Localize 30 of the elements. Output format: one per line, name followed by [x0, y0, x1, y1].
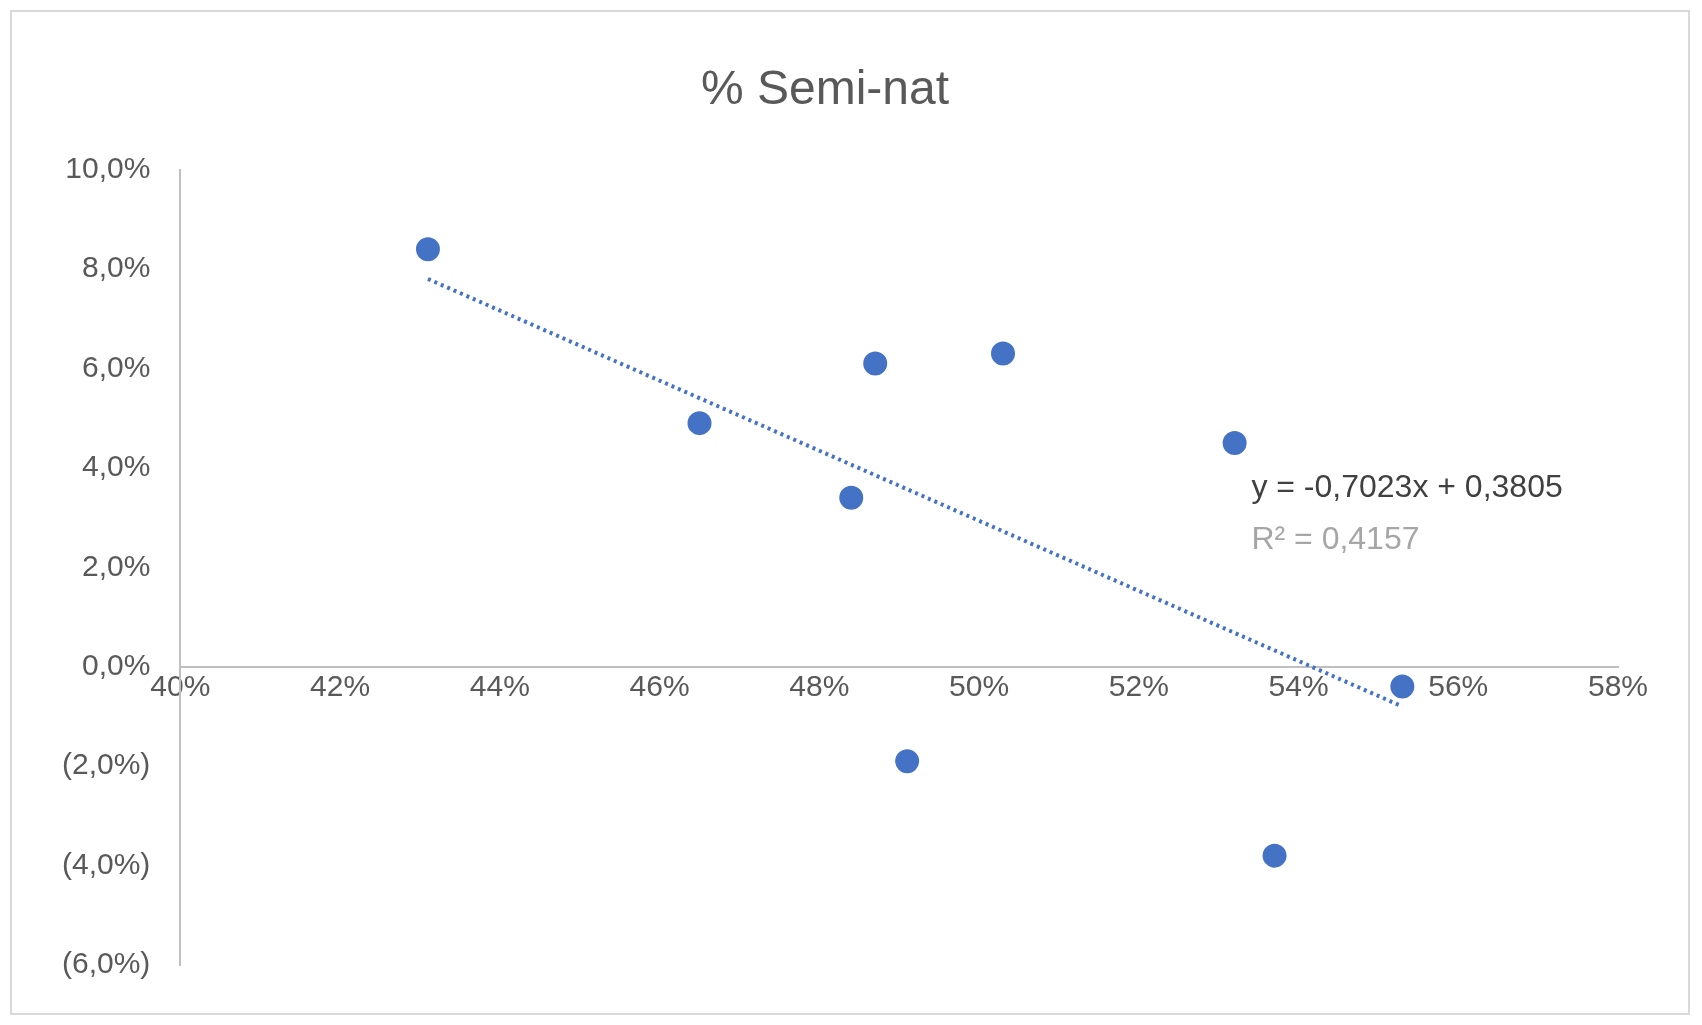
y-tick-label: 10,0% [65, 150, 151, 184]
y-tick-label: 6,0% [81, 349, 151, 383]
y-tick-label: 2,0% [81, 548, 151, 582]
point [1390, 674, 1415, 699]
x-tick-label: 46% [629, 668, 690, 702]
y-tick-label: (2,0%) [62, 747, 151, 781]
point [1222, 431, 1247, 456]
y-tick-label: 8,0% [81, 250, 151, 284]
y-tick-label: 4,0% [81, 449, 151, 483]
y-tick-label: 0,0% [81, 647, 151, 681]
point [415, 237, 440, 262]
annotation: y = -0,7023x + 0,3805 [1251, 467, 1563, 504]
point [991, 341, 1016, 366]
x-tick-label: 50% [949, 668, 1010, 702]
y-tick-label: (4,0%) [62, 846, 151, 880]
x-tick-label: 44% [469, 668, 530, 702]
point [895, 749, 920, 774]
x-tick-label: 54% [1268, 668, 1329, 702]
x-tick-label: 42% [310, 668, 371, 702]
point [687, 411, 712, 436]
x-tick-label: 52% [1108, 668, 1169, 702]
point [1262, 843, 1287, 868]
point [863, 351, 888, 376]
annotation: R² = 0,4157 [1251, 519, 1420, 556]
x-tick-label: 58% [1587, 668, 1649, 702]
y-tick-label: (6,0%) [62, 946, 151, 980]
chart-title: % Semi-nat [700, 61, 950, 115]
x-tick-label: 48% [789, 668, 850, 702]
x-tick-label: 56% [1428, 668, 1489, 702]
point [839, 485, 864, 510]
